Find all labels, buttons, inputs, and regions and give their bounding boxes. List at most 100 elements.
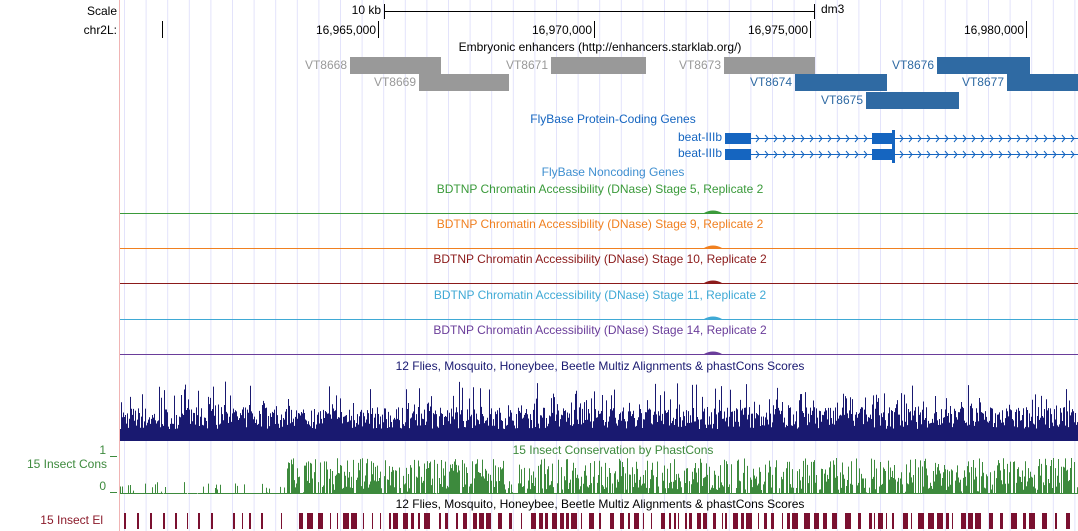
conserved-element [874, 513, 875, 529]
conserved-element [610, 513, 614, 529]
track-title: BDTNP Chromatin Accessibility (DNase) St… [433, 323, 767, 337]
gene-label: beat-IIIb [678, 130, 722, 144]
chrom-label: chr2L: [84, 23, 117, 37]
conserved-element [242, 513, 243, 529]
conserved-element [733, 513, 738, 529]
conserved-element [845, 513, 851, 529]
conserved-element [758, 513, 759, 529]
conserved-element [411, 513, 414, 529]
conserved-element [823, 513, 827, 529]
conserved-element [343, 513, 349, 529]
exon [725, 149, 751, 160]
conserved-element [424, 513, 430, 529]
feature-label: VT8668 [305, 58, 347, 72]
conserved-element [961, 513, 966, 529]
conserved-element [330, 513, 331, 529]
conserved-element [832, 513, 837, 529]
conserved-element [307, 513, 313, 529]
track-title: 15 Insect Conservation by PhastCons [513, 443, 714, 457]
conserved-element [787, 513, 790, 529]
feature-label: VT8675 [821, 93, 863, 107]
conserved-element [703, 513, 707, 529]
conserved-element [337, 513, 338, 529]
conserved-element [456, 513, 458, 529]
conserved-element [989, 513, 993, 529]
conserved-element [175, 513, 177, 529]
feature-label: VT8676 [892, 58, 934, 72]
conserved-element [479, 513, 484, 529]
conserved-element [713, 513, 716, 529]
conserved-element [782, 513, 783, 529]
signal-peak [704, 245, 722, 248]
conserved-element [722, 513, 723, 529]
conserved-element [351, 513, 357, 529]
track-title: FlyBase Noncoding Genes [542, 165, 685, 179]
enhancer-feature [937, 57, 1030, 74]
conserved-element [1000, 513, 1003, 529]
conserved-element [299, 513, 303, 529]
track-title: BDTNP Chromatin Accessibility (DNase) St… [437, 217, 764, 231]
position-label: 16,965,000 [316, 23, 376, 37]
conserved-element [814, 513, 819, 529]
conserved-element [389, 513, 391, 529]
track-title: BDTNP Chromatin Accessibility (DNase) St… [434, 288, 767, 302]
conserved-element [918, 513, 924, 529]
conserved-element [651, 513, 652, 529]
conserved-element [792, 513, 798, 529]
signal-peak [704, 351, 722, 354]
conserved-element [281, 513, 282, 529]
conserved-element [187, 513, 188, 529]
feature-label: VT8677 [962, 75, 1004, 89]
enhancer-feature [350, 57, 441, 74]
signal-peak [704, 210, 722, 213]
conserved-element [669, 513, 671, 529]
feature-label: VT8674 [750, 75, 792, 89]
conserved-element [163, 513, 165, 529]
conserved-element [628, 513, 630, 529]
conserved-element [946, 513, 949, 529]
conserved-element [764, 513, 767, 529]
axis-min: 0 [99, 479, 106, 493]
enhancer-feature [795, 74, 887, 91]
conserved-element [124, 513, 126, 529]
multiz-wiggle [120, 381, 1078, 441]
signal-peak [704, 280, 722, 283]
conserved-element [634, 513, 639, 529]
conserved-element [804, 513, 810, 529]
conserved-element [685, 513, 687, 529]
strand-arrows [755, 134, 1075, 143]
conserved-element [678, 513, 679, 529]
conserved-element [486, 513, 491, 529]
exon [892, 146, 895, 163]
conserved-element [878, 513, 883, 529]
track-title: BDTNP Chromatin Accessibility (DNase) St… [437, 182, 764, 196]
conserved-element [261, 513, 263, 529]
phastcons-wiggle [120, 458, 1078, 494]
conserved-element [903, 513, 908, 529]
conserved-element [403, 513, 408, 529]
scale-label: Scale [87, 4, 117, 18]
conserved-element [869, 513, 872, 529]
axis-max: 1 [99, 443, 106, 457]
conserved-element [771, 513, 774, 529]
conserved-element [445, 513, 448, 529]
strand-arrows [755, 150, 1075, 159]
conserved-element [661, 513, 665, 529]
conserved-element [1066, 513, 1070, 529]
exon [872, 149, 893, 160]
track-title: 12 Flies, Mosquito, Honeybee, Beetle Mul… [396, 359, 805, 373]
conserved-element [552, 513, 557, 529]
conserved-element [968, 513, 973, 529]
conserved-element [211, 513, 213, 529]
conserved-element [439, 513, 441, 529]
conserved-element [566, 513, 569, 529]
conserved-element [643, 513, 644, 529]
conserved-element [545, 513, 548, 529]
conserved-element [137, 513, 139, 529]
feature-label: VT8671 [506, 58, 548, 72]
conserved-element [372, 513, 373, 529]
track-title: BDTNP Chromatin Accessibility (DNase) St… [433, 252, 767, 266]
conserved-element [418, 513, 420, 529]
